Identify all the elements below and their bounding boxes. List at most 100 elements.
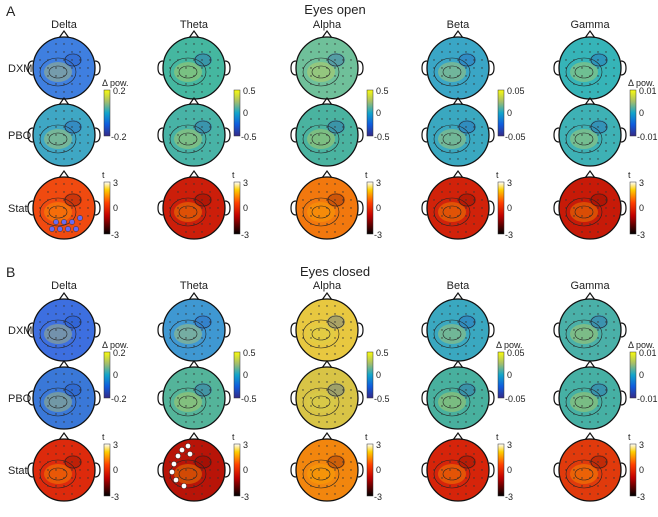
stat-colorbar-theta: t3 0 -3 (232, 432, 249, 502)
topoplot-pbo-alpha (290, 359, 364, 430)
colorbar-alpha-max: 0.5 (376, 348, 389, 358)
topoplot-dxm-delta (27, 29, 101, 100)
colorbar-beta: 0.05 0 -0.05 (497, 86, 526, 142)
stat-colorbar-gamma-label: t (628, 432, 631, 442)
topoplot-pbo-gamma (553, 359, 627, 430)
row-label-pbo: PBO (8, 130, 32, 142)
topoplot-dxm-gamma (553, 29, 627, 100)
topoplot-dxm-beta (421, 291, 495, 362)
stat-colorbar-beta-max: 3 (507, 178, 512, 188)
topoplot-pbo-theta (157, 96, 231, 167)
colorbar-theta: 0.5 0 -0.5 (233, 348, 257, 404)
topoplot-stat-theta (157, 431, 231, 502)
topoplot-stat-delta (27, 431, 101, 502)
stat-colorbar-alpha-mid: 0 (376, 465, 381, 475)
colorbar-gamma-max: 0.01 (639, 86, 657, 96)
stat-colorbar-alpha-label: t (365, 432, 368, 442)
topoplot-stat-beta (421, 169, 495, 240)
colorbar-alpha-min: -0.5 (374, 394, 390, 404)
topoplot-stat-gamma (553, 431, 627, 502)
colorbar-gamma-mid: 0 (639, 370, 644, 380)
colorbar-beta-max: 0.05 (507, 86, 525, 96)
colorbar-gamma-min: -0.01 (637, 132, 658, 142)
colorbar-beta-min: -0.05 (505, 394, 526, 404)
row-label-stat: Stat (8, 203, 28, 215)
topoplot-stat-alpha (290, 169, 364, 240)
stat-colorbar-beta-min: -3 (505, 230, 513, 240)
panel-b-grid: Delta Theta Alpha Beta Gamma DXM PBO Stat Δ pow.… (8, 280, 658, 502)
band-title-alpha: Alpha (313, 280, 342, 292)
colorbar-delta-max: 0.2 (113, 86, 126, 96)
stat-colorbar-theta-max: 3 (243, 440, 248, 450)
stat-colorbar-alpha-mid: 0 (376, 203, 381, 213)
stat-colorbar-gamma-label: t (628, 170, 631, 180)
band-title-gamma: Gamma (570, 19, 610, 31)
colorbar-theta: 0.5 0 -0.5 (233, 86, 257, 142)
colorbar-gamma: Δ pow.0.01 0 -0.01 (628, 78, 658, 142)
stat-colorbar-beta-min: -3 (505, 492, 513, 502)
topoplot-dxm-alpha (290, 29, 364, 100)
colorbar-alpha-mid: 0 (376, 108, 381, 118)
stat-colorbar-beta: t3 0 -3 (496, 170, 513, 240)
stat-colorbar-theta-min: -3 (241, 492, 249, 502)
stat-colorbar-beta-label: t (496, 170, 499, 180)
row-label-dxm: DXM (8, 63, 32, 75)
stat-colorbar-theta: t3 0 -3 (232, 170, 249, 240)
colorbar-delta-min: -0.2 (111, 394, 127, 404)
topoplot-grid: Delta Theta Alpha Beta Gamma DXM PBO Stat Δ pow.… (8, 19, 658, 502)
colorbar-delta-min: -0.2 (111, 132, 127, 142)
stat-colorbar-delta-min: -3 (111, 492, 119, 502)
stat-colorbar-delta: t3 0 -3 (102, 170, 119, 240)
band-title-alpha: Alpha (313, 19, 342, 31)
stat-colorbar-beta-label: t (496, 432, 499, 442)
colorbar-alpha: 0.5 0 -0.5 (366, 86, 390, 142)
stat-colorbar-alpha-label: t (365, 170, 368, 180)
colorbar-gamma-label: Δ pow. (628, 78, 655, 88)
topoplot-stat-delta (27, 169, 101, 240)
band-title-beta: Beta (447, 280, 471, 292)
colorbar-gamma: Δ pow.0.01 0 -0.01 (628, 340, 658, 404)
stat-colorbar-delta-max: 3 (113, 440, 118, 450)
stat-colorbar-alpha: t3 0 -3 (365, 170, 382, 240)
stat-colorbar-theta-mid: 0 (243, 203, 248, 213)
stat-colorbar-beta-mid: 0 (507, 465, 512, 475)
panel-b: B Eyes closed (6, 264, 370, 280)
stat-colorbar-gamma-min: -3 (637, 492, 645, 502)
stat-colorbar-theta-min: -3 (241, 230, 249, 240)
stat-colorbar-alpha-max: 3 (376, 178, 381, 188)
stat-colorbar-delta-label: t (102, 432, 105, 442)
band-title-delta: Delta (51, 280, 78, 292)
stat-colorbar-gamma: t3 0 -3 (628, 170, 645, 240)
topoplot-stat-alpha (290, 431, 364, 502)
colorbar-theta-min: -0.5 (241, 394, 257, 404)
topoplot-dxm-theta (157, 291, 231, 362)
colorbar-delta-mid: 0 (113, 370, 118, 380)
stat-colorbar-theta-label: t (232, 170, 235, 180)
topoplot-dxm-theta (157, 29, 231, 100)
stat-colorbar-delta-max: 3 (113, 178, 118, 188)
stat-colorbar-gamma-max: 3 (639, 440, 644, 450)
topoplot-dxm-gamma (553, 291, 627, 362)
panel-b-letter: B (6, 264, 15, 280)
stat-colorbar-theta-max: 3 (243, 178, 248, 188)
stat-colorbar-delta-label: t (102, 170, 105, 180)
stat-colorbar-alpha-min: -3 (374, 492, 382, 502)
topoplot-stat-beta (421, 431, 495, 502)
colorbar-alpha-max: 0.5 (376, 86, 389, 96)
panel-b-title: Eyes closed (300, 264, 370, 279)
stat-colorbar-gamma-mid: 0 (639, 465, 644, 475)
panel-a-grid: Delta Theta Alpha Beta Gamma DXM PBO Stat Δ pow.… (8, 19, 658, 240)
colorbar-delta-label: Δ pow. (102, 78, 129, 88)
colorbar-beta-max: 0.05 (507, 348, 525, 358)
topoplot-stat-gamma (553, 169, 627, 240)
stat-colorbar-beta: t3 0 -3 (496, 432, 513, 502)
band-title-gamma: Gamma (570, 280, 610, 292)
colorbar-theta-max: 0.5 (243, 348, 256, 358)
row-label-dxm: DXM (8, 325, 32, 337)
colorbar-gamma-min: -0.01 (637, 394, 658, 404)
stat-colorbar-theta-mid: 0 (243, 465, 248, 475)
colorbar-delta: Δ pow.0.2 -0.2 (102, 78, 129, 142)
stat-colorbar-beta-max: 3 (507, 440, 512, 450)
stat-colorbar-delta-min: -3 (111, 230, 119, 240)
